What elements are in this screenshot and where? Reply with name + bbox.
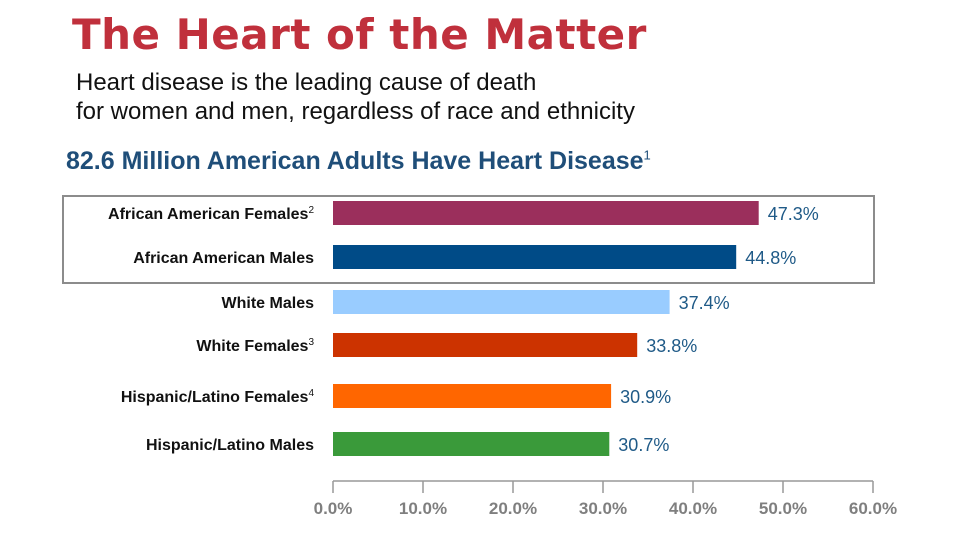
x-tick-label-1: 10.0% [399, 499, 447, 518]
category-label-african-american-females: African American Females2 [108, 205, 314, 223]
value-label-hispanic-latino-males: 30.7% [618, 435, 669, 455]
value-label-hispanic-latino-females: 30.9% [620, 387, 671, 407]
value-label-white-males: 37.4% [679, 293, 730, 313]
bar-african-american-males [333, 245, 737, 269]
highlight-frame [62, 195, 875, 284]
page-title: The Heart of the Matter [72, 10, 647, 59]
category-label-hispanic-latino-females: Hispanic/Latino Females4 [121, 388, 315, 406]
category-label-white-males: White Males [222, 295, 315, 312]
category-label-african-american-males: African American Males [133, 250, 314, 267]
page-subtitle: Heart disease is the leading cause of de… [76, 68, 635, 126]
bar-hispanic-latino-females [333, 384, 612, 408]
value-label-white-females: 33.8% [646, 336, 697, 356]
x-tick-label-0: 0.0% [314, 499, 353, 518]
chart-heading-text: 82.6 Million American Adults Have Heart … [66, 147, 644, 175]
value-label-african-american-males: 44.8% [745, 248, 796, 268]
x-tick-label-5: 50.0% [759, 499, 807, 518]
category-label-white-females: White Females3 [196, 337, 314, 355]
subtitle-line-1: Heart disease is the leading cause of de… [76, 69, 537, 96]
category-label-hispanic-latino-males: Hispanic/Latino Males [146, 437, 314, 454]
bar-hispanic-latino-males [333, 432, 610, 456]
chart-heading: 82.6 Million American Adults Have Heart … [66, 147, 651, 176]
chart-heading-footnote: 1 [643, 147, 651, 163]
x-tick-label-2: 20.0% [489, 499, 537, 518]
x-tick-label-4: 40.0% [669, 499, 717, 518]
x-tick-label-6: 60.0% [849, 499, 897, 518]
bar-african-american-females [333, 201, 759, 225]
x-tick-label-3: 30.0% [579, 499, 627, 518]
subtitle-line-2: for women and men, regardless of race an… [76, 98, 635, 125]
value-label-african-american-females: 47.3% [768, 204, 819, 224]
bar-white-males [333, 290, 670, 314]
bar-white-females [333, 333, 638, 357]
